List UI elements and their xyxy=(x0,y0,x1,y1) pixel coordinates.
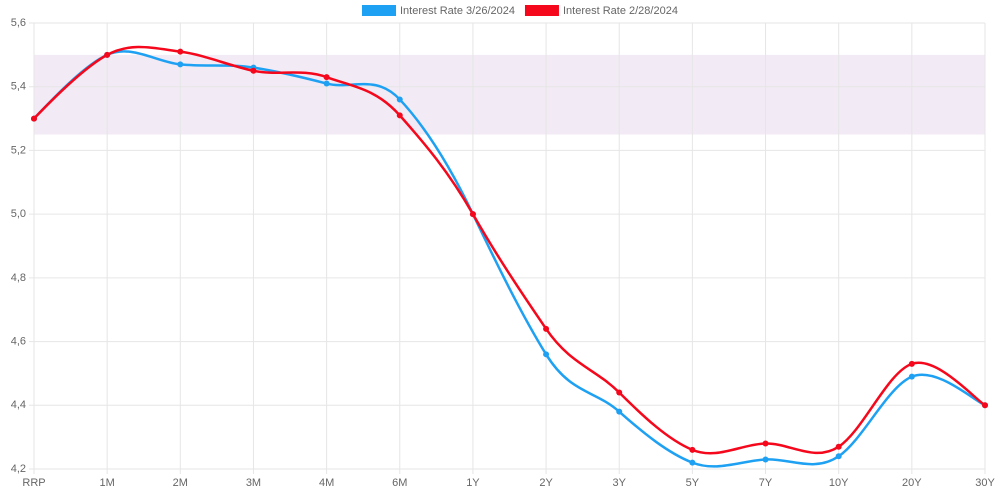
x-tick-label: 7Y xyxy=(759,477,773,489)
legend-swatch xyxy=(524,5,559,16)
data-point xyxy=(835,443,842,450)
data-point xyxy=(908,373,915,380)
data-point xyxy=(908,360,915,367)
y-tick-label: 4,6 xyxy=(11,335,26,347)
x-tick-label: 3Y xyxy=(612,477,626,489)
x-tick-label: 10Y xyxy=(829,477,849,489)
y-tick-label: 4,8 xyxy=(11,272,26,284)
legend-swatch xyxy=(362,5,396,16)
data-point xyxy=(762,456,769,463)
data-point xyxy=(616,389,623,396)
data-point xyxy=(616,408,623,415)
data-point xyxy=(104,51,111,58)
x-tick-label: 4M xyxy=(319,477,334,489)
x-tick-label: 1Y xyxy=(466,477,480,489)
data-point xyxy=(396,96,403,103)
y-tick-label: 5,2 xyxy=(11,144,26,156)
x-tick-label: 5Y xyxy=(686,477,700,489)
data-point xyxy=(543,351,550,358)
y-tick-label: 5,6 xyxy=(11,17,26,29)
data-point xyxy=(543,325,550,332)
data-point xyxy=(31,115,37,122)
x-tick-label: 6M xyxy=(392,477,407,489)
target-band xyxy=(34,54,985,135)
x-tick-label: 30Y xyxy=(975,477,995,489)
y-tick-label: 5,4 xyxy=(11,81,26,93)
x-tick-label: RRP xyxy=(22,477,45,489)
legend-label: Interest Rate 2/28/2024 xyxy=(563,5,678,17)
data-point xyxy=(177,61,184,68)
data-point xyxy=(835,453,842,460)
x-tick-label: 2Y xyxy=(539,477,553,489)
x-tick-label: 1M xyxy=(100,477,115,489)
data-point xyxy=(323,74,330,81)
data-point xyxy=(762,440,769,447)
data-point xyxy=(177,48,184,55)
x-tick-label: 20Y xyxy=(902,477,922,489)
data-point xyxy=(689,459,696,466)
y-tick-label: 5,0 xyxy=(11,208,26,220)
data-point xyxy=(689,446,696,453)
y-tick-label: 4,4 xyxy=(11,399,26,411)
x-tick-label: 3M xyxy=(246,477,261,489)
y-tick-label: 4,2 xyxy=(11,463,26,475)
data-point xyxy=(982,402,988,409)
data-point xyxy=(323,80,330,87)
series-line xyxy=(33,50,986,468)
data-point xyxy=(250,67,257,74)
data-point xyxy=(396,112,403,119)
x-tick-label: 2M xyxy=(173,477,188,489)
legend-label: Interest Rate 3/26/2024 xyxy=(400,5,515,17)
data-point xyxy=(469,211,476,218)
